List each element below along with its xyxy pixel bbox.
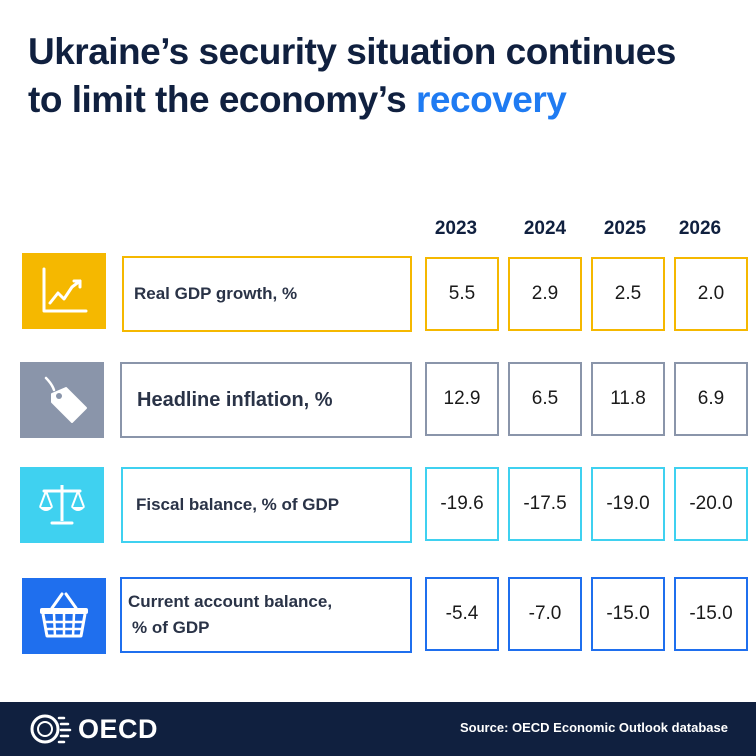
year-header: 2026 xyxy=(678,218,722,239)
year-header: 2024 xyxy=(523,218,567,239)
value-cell: 12.9 xyxy=(425,362,499,436)
oecd-logo: OECD xyxy=(30,712,158,746)
row-label: Fiscal balance, % of GDP xyxy=(121,467,412,543)
row-label: Current account balance, % of GDP xyxy=(120,577,412,653)
shopping-basket-icon xyxy=(22,578,106,654)
value-cell: -19.0 xyxy=(591,467,665,541)
row-label: Real GDP growth, % xyxy=(122,256,412,332)
title-accent: recovery xyxy=(416,79,567,120)
value-cell: -15.0 xyxy=(674,577,748,651)
page-title: Ukraine’s security situation continues t… xyxy=(28,28,738,124)
footer-bar: OECD Source: OECD Economic Outlook datab… xyxy=(0,702,756,756)
price-tag-icon xyxy=(20,362,104,438)
line-chart-icon xyxy=(22,253,106,329)
value-cell: -20.0 xyxy=(674,467,748,541)
title-line-1: Ukraine’s security situation continues xyxy=(28,31,676,72)
value-cell: -5.4 xyxy=(425,577,499,651)
title-line-2-plain: to limit the economy’s xyxy=(28,79,417,120)
row-label: Headline inflation, % xyxy=(120,362,412,438)
value-cell: 6.5 xyxy=(508,362,582,436)
value-cell: -7.0 xyxy=(508,577,582,651)
balance-scale-icon xyxy=(20,467,104,543)
value-cell: 2.9 xyxy=(508,257,582,331)
oecd-logo-icon xyxy=(30,714,72,744)
value-cell: -15.0 xyxy=(591,577,665,651)
year-header: 2025 xyxy=(603,218,647,239)
value-cell: 6.9 xyxy=(674,362,748,436)
value-cell: -19.6 xyxy=(425,467,499,541)
title-line-2: to limit the economy’s recovery xyxy=(28,76,738,124)
oecd-logo-text: OECD xyxy=(78,713,159,744)
value-cell: 5.5 xyxy=(425,257,499,331)
value-cell: -17.5 xyxy=(508,467,582,541)
row-label-line-1: Current account balance, xyxy=(128,592,333,611)
value-cell: 11.8 xyxy=(591,362,665,436)
row-label-line-2: % of GDP xyxy=(132,618,210,637)
value-cell: 2.5 xyxy=(591,257,665,331)
source-note: Source: OECD Economic Outlook database xyxy=(460,720,728,735)
value-cell: 2.0 xyxy=(674,257,748,331)
year-header: 2023 xyxy=(434,218,478,239)
